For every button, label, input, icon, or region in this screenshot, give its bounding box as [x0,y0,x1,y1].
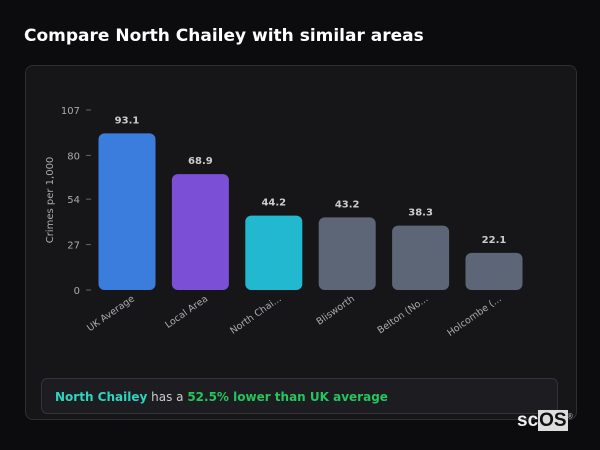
y-tick-label: 27 [67,241,80,252]
data-label: 22.1 [482,235,507,246]
y-tick-label: 107 [61,106,80,117]
bar[interactable] [171,174,229,290]
data-label: 93.1 [115,115,140,126]
y-axis-label: Crimes per 1,000 [45,157,56,244]
x-tick-label: Belton (No... [376,293,431,336]
x-tick-label: Blisworth [315,293,357,327]
x-tick-label: Local Area [163,293,210,330]
x-tick-label: UK Average [85,293,137,334]
data-label: 68.9 [188,156,213,167]
data-label: 38.3 [408,208,433,219]
bar[interactable] [465,252,523,290]
page-title: Compare North Chailey with similar areas [24,26,424,46]
summary-box: North Chailey has a 52.5% lower than UK … [41,378,558,414]
y-tick-label: 0 [74,286,80,297]
bar[interactable] [245,215,303,290]
summary-stat: 52.5% lower than UK average [187,390,388,404]
x-tick-label: Holcombe (... [445,293,503,338]
bar[interactable] [318,217,376,290]
data-label: 44.2 [261,198,286,209]
bar[interactable] [392,225,450,290]
bar[interactable] [98,133,156,290]
data-label: 43.2 [335,199,360,210]
y-tick-label: 80 [67,151,80,162]
area-name: North Chailey [55,390,148,404]
y-tick-label: 54 [67,195,80,206]
x-tick-label: North Chai... [228,293,283,336]
scos-logo: scOS® [517,410,573,431]
summary-text: has a [147,390,188,404]
